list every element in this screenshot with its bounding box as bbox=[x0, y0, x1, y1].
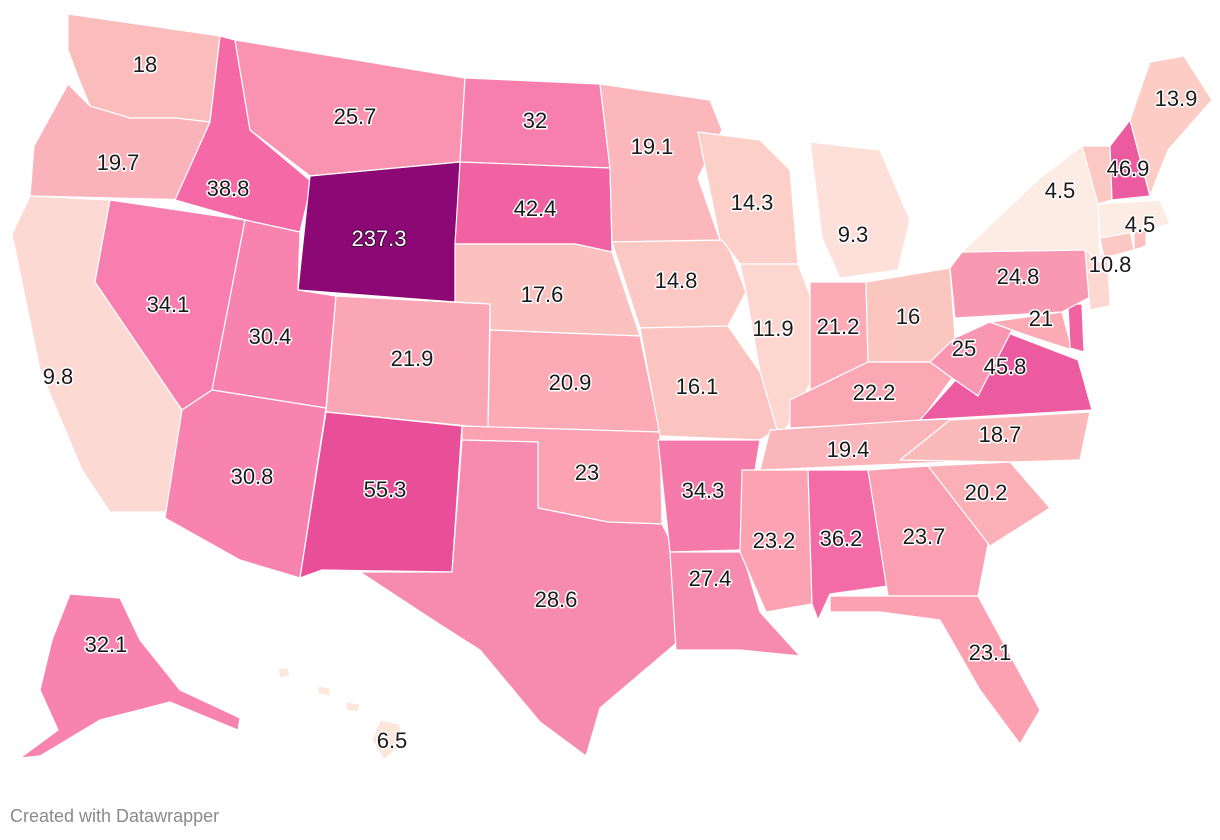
value-label-pennsylvania: 24.8 bbox=[997, 264, 1040, 289]
state-hawaii[interactable] bbox=[277, 667, 403, 761]
state-florida[interactable] bbox=[829, 595, 1041, 745]
value-label-iowa: 14.8 bbox=[655, 268, 698, 293]
value-label-new-jersey: 10.8 bbox=[1089, 252, 1132, 277]
us-choropleth-map: 18 19.7 9.8 34.1 38.8 25.7 237.3 30.4 30.8 21.9 55… bbox=[11, 13, 1213, 761]
value-label-kansas: 20.9 bbox=[549, 370, 592, 395]
state-maine[interactable] bbox=[1129, 55, 1213, 197]
value-label-indiana: 21.2 bbox=[817, 314, 860, 339]
value-label-idaho: 38.8 bbox=[207, 176, 250, 201]
value-label-maine: 13.9 bbox=[1155, 86, 1198, 111]
state-minnesota[interactable] bbox=[599, 83, 723, 243]
value-label-colorado: 21.9 bbox=[391, 346, 434, 371]
value-label-illinois: 11.9 bbox=[752, 316, 793, 341]
value-label-california: 9.8 bbox=[43, 364, 74, 389]
state-shapes bbox=[11, 13, 1213, 761]
value-label-south-dakota: 42.4 bbox=[514, 196, 557, 221]
value-label-massachusetts: 4.5 bbox=[1125, 212, 1156, 237]
value-label-minnesota: 19.1 bbox=[631, 134, 674, 159]
state-iowa[interactable] bbox=[611, 239, 747, 329]
value-label-tennessee: 19.4 bbox=[827, 437, 870, 462]
value-label-oklahoma: 23 bbox=[575, 460, 599, 485]
state-maryland[interactable] bbox=[989, 311, 1073, 351]
value-label-oregon: 19.7 bbox=[97, 150, 140, 175]
value-label-kentucky: 22.2 bbox=[853, 380, 896, 405]
state-south-carolina[interactable] bbox=[927, 461, 1051, 547]
value-label-michigan: 9.3 bbox=[838, 222, 869, 247]
state-new-york[interactable] bbox=[961, 145, 1101, 263]
value-label-alabama: 36.2 bbox=[820, 526, 863, 551]
value-label-north-carolina: 18.7 bbox=[979, 422, 1022, 447]
value-label-louisiana: 27.4 bbox=[689, 566, 732, 591]
value-label-missouri: 16.1 bbox=[676, 374, 719, 399]
state-north-carolina[interactable] bbox=[899, 411, 1091, 463]
value-label-south-carolina: 20.2 bbox=[965, 480, 1008, 505]
state-texas[interactable] bbox=[359, 439, 681, 757]
value-label-texas: 28.6 bbox=[535, 587, 578, 612]
state-michigan[interactable] bbox=[809, 141, 911, 279]
value-label-west-virginia: 25 bbox=[952, 336, 976, 361]
state-georgia[interactable] bbox=[867, 465, 991, 597]
value-label-virginia: 45.8 bbox=[984, 354, 1027, 379]
value-label-utah: 30.4 bbox=[249, 324, 292, 349]
value-label-ohio: 16 bbox=[896, 304, 920, 329]
value-label-georgia: 23.7 bbox=[903, 524, 946, 549]
value-label-florida: 23.1 bbox=[969, 640, 1012, 665]
state-delaware[interactable] bbox=[1067, 303, 1085, 353]
value-label-new-hampshire: 46.9 bbox=[1107, 156, 1150, 181]
datawrapper-credit: Created with Datawrapper bbox=[10, 806, 220, 826]
value-label-nebraska: 17.6 bbox=[521, 282, 564, 307]
value-label-wyoming: 237.3 bbox=[351, 226, 406, 251]
value-label-wisconsin: 14.3 bbox=[731, 190, 774, 215]
value-label-montana: 25.7 bbox=[334, 104, 377, 129]
state-value-labels: 18 19.7 9.8 34.1 38.8 25.7 237.3 30.4 30.8 21.9 55… bbox=[41, 50, 1199, 754]
value-label-nevada: 34.1 bbox=[147, 292, 190, 317]
value-label-arkansas: 34.3 bbox=[682, 478, 725, 503]
value-label-hawaii: 6.5 bbox=[377, 728, 408, 753]
value-label-north-dakota: 32 bbox=[523, 108, 547, 133]
value-label-washington: 18 bbox=[133, 52, 157, 77]
state-alaska[interactable] bbox=[19, 593, 241, 759]
state-new-mexico[interactable] bbox=[299, 411, 463, 579]
value-label-alaska: 32.1 bbox=[85, 632, 128, 657]
value-label-new-york: 4.5 bbox=[1045, 178, 1076, 203]
state-massachusetts[interactable] bbox=[1097, 199, 1171, 239]
value-label-maryland: 21 bbox=[1029, 306, 1053, 331]
value-label-mississippi: 23.2 bbox=[753, 528, 796, 553]
value-label-arizona: 30.8 bbox=[231, 464, 274, 489]
value-label-new-mexico: 55.3 bbox=[364, 477, 407, 502]
state-mississippi[interactable] bbox=[739, 469, 813, 613]
